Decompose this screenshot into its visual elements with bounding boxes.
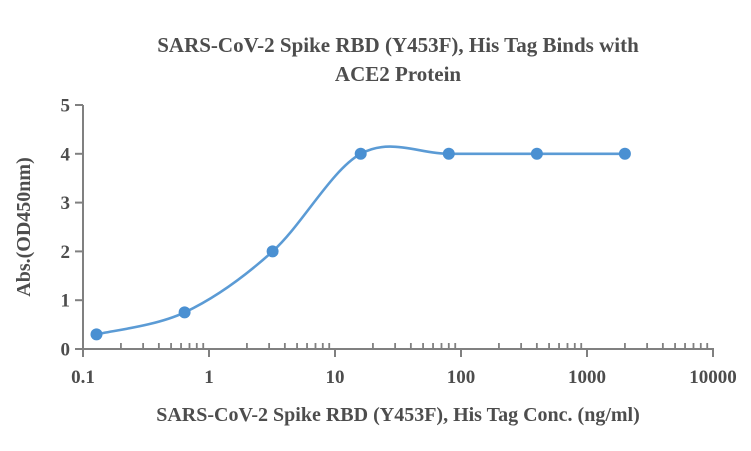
- y-tick-label: 4: [61, 144, 71, 165]
- y-tick-label: 0: [61, 340, 71, 361]
- y-tick-label: 5: [61, 96, 71, 117]
- data-point-marker: [618, 147, 631, 160]
- data-point-marker: [442, 147, 455, 160]
- x-tick-label: 10000: [689, 367, 737, 388]
- chart-title-line1: SARS-CoV-2 Spike RBD (Y453F), His Tag Bi…: [157, 33, 639, 57]
- x-axis-title: SARS-CoV-2 Spike RBD (Y453F), His Tag Co…: [156, 404, 640, 426]
- y-tick-label: 1: [61, 291, 71, 312]
- data-point-marker: [266, 245, 279, 258]
- y-tick-label: 3: [61, 193, 71, 214]
- x-tick-label: 100: [447, 367, 476, 388]
- axes-group: 0 1 2 3 4 5 0.1 1 10 100 1000 10000: [61, 96, 737, 389]
- data-point-marker: [90, 328, 103, 341]
- chart-title-line2: ACE2 Protein: [335, 62, 462, 86]
- x-tick-label: 1000: [568, 367, 606, 388]
- y-tick-label: 2: [61, 242, 71, 263]
- data-point-marker: [530, 147, 543, 160]
- y-axis-title: Abs.(OD450nm): [13, 157, 35, 296]
- x-tick-label: 10: [326, 367, 345, 388]
- data-point-marker: [178, 306, 191, 319]
- series-group: [90, 145, 631, 341]
- series-path: [95, 145, 627, 336]
- x-tick-label: 0.1: [71, 367, 95, 388]
- x-tick-label: 1: [204, 367, 214, 388]
- data-point-marker: [354, 147, 367, 160]
